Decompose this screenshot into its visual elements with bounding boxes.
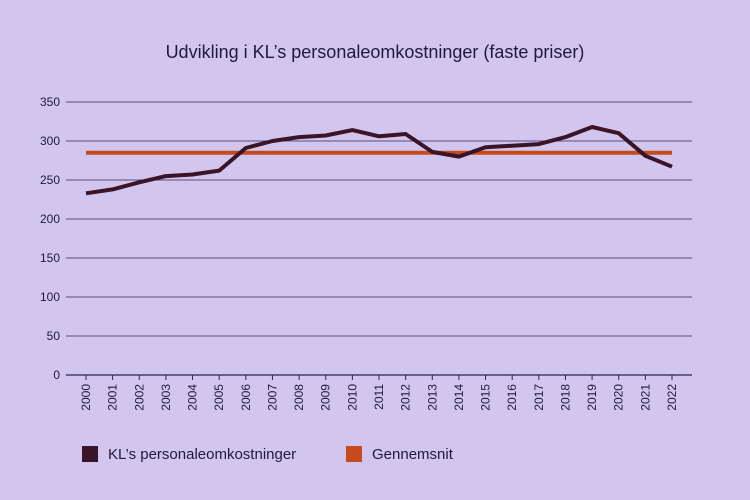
chart-title: Udvikling i KL’s personaleomkostninger (… xyxy=(166,42,585,62)
x-tick-label: 2006 xyxy=(239,384,253,411)
y-axis-ticks: 0 50 100 150 200 250 300 350 xyxy=(40,95,60,382)
x-tick-label: 2013 xyxy=(425,384,439,411)
x-tick-label: 2018 xyxy=(558,384,572,411)
series-lines xyxy=(85,125,673,196)
y-tick-label: 100 xyxy=(40,290,60,304)
x-tick-label: 2009 xyxy=(319,384,333,411)
series-line-personaleomkostninger xyxy=(85,125,673,196)
x-tick-label: 2000 xyxy=(79,384,93,411)
x-tick-label: 2016 xyxy=(505,384,519,411)
legend-swatch xyxy=(82,446,98,462)
legend-item: Gennemsnit xyxy=(346,446,454,463)
x-tick-label: 2021 xyxy=(638,384,652,411)
legend-swatch xyxy=(346,446,362,462)
legend-item: KL’s personaleomkostninger xyxy=(82,446,296,463)
x-tick-label: 2017 xyxy=(532,384,546,411)
x-tick-label: 2007 xyxy=(265,384,279,411)
y-tick-label: 250 xyxy=(40,173,60,187)
x-tick-label: 2019 xyxy=(585,384,599,411)
x-tick-label: 2022 xyxy=(665,384,679,411)
x-axis-ticks: 2000 2001 2002 2003 2004 2005 2006 2007 2008 2009… xyxy=(79,375,679,411)
x-tick-label: 2005 xyxy=(212,384,226,411)
x-tick-label: 2012 xyxy=(399,384,413,411)
x-tick-label: 2001 xyxy=(106,384,120,411)
legend-label: Gennemsnit xyxy=(372,446,454,463)
x-tick-label: 2020 xyxy=(612,384,626,411)
y-tick-label: 350 xyxy=(40,95,60,109)
x-tick-label: 2004 xyxy=(186,384,200,411)
x-tick-label: 2014 xyxy=(452,384,466,411)
y-tick-label: 0 xyxy=(53,368,60,382)
x-tick-label: 2010 xyxy=(345,384,359,411)
legend: KL’s personaleomkostninger Gennemsnit xyxy=(82,446,454,463)
y-tick-label: 300 xyxy=(40,134,60,148)
grid-lines xyxy=(66,101,692,376)
x-tick-label: 2002 xyxy=(132,384,146,411)
y-tick-label: 50 xyxy=(47,329,61,343)
y-tick-label: 200 xyxy=(40,212,60,226)
y-tick-label: 150 xyxy=(40,251,60,265)
x-tick-label: 2003 xyxy=(159,384,173,411)
x-tick-label: 2015 xyxy=(479,384,493,411)
legend-label: KL’s personaleomkostninger xyxy=(108,446,296,463)
x-tick-label: 2008 xyxy=(292,384,306,411)
x-tick-label: 2011 xyxy=(372,384,386,410)
